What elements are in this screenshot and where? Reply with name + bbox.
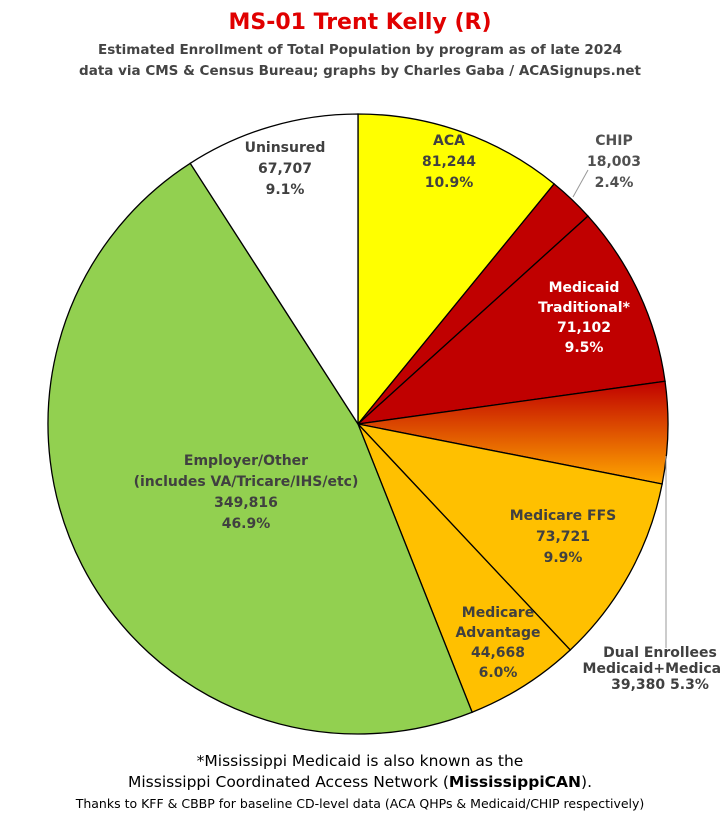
slice-label-4-value: 73,721	[536, 529, 590, 545]
pie-slice-4	[356, 422, 663, 651]
pie-slice-0	[357, 113, 556, 426]
footer-line-2-suffix: ).	[581, 773, 593, 791]
slice-label-2-lines-1: Traditional*	[538, 300, 631, 316]
slice-label-6-value: 349,816	[214, 495, 278, 511]
slice-label-6-lines-0: Employer/Other	[184, 453, 308, 469]
chart-title: MS-01 Trent Kelly (R)	[228, 10, 492, 35]
slice-label-1-percent: 2.4%	[595, 175, 634, 191]
slice-label-2-value: 71,102	[557, 320, 611, 336]
slice-label-6-lines-1: (includes VA/Tricare/IHS/etc)	[134, 474, 359, 490]
pie-slice-2	[355, 215, 666, 425]
slice-label-1-value: 18,003	[587, 154, 641, 170]
chart-subtitle-2: data via CMS & Census Bureau; graphs by …	[79, 63, 641, 79]
slice-label-4-percent: 9.9%	[544, 550, 583, 566]
slice-label-5-value: 44,668	[471, 645, 525, 661]
leader-line-0	[572, 169, 589, 198]
slice-label-1-lines-0: CHIP	[595, 133, 632, 149]
slice-label-5-lines-1: Advantage	[455, 625, 540, 641]
pie-slice-7	[189, 113, 359, 427]
slice-label-7-value: 67,707	[258, 161, 312, 177]
slice-label-3-lines-0: Dual Enrollees	[603, 645, 717, 661]
slice-label-7-percent: 9.1%	[266, 182, 305, 198]
slice-label-0-lines-0: ACA	[433, 133, 465, 149]
slice-label-6-percent: 46.9%	[222, 516, 271, 532]
footer-line-3: Thanks to KFF & CBBP for baseline CD-lev…	[75, 796, 645, 811]
chart-subtitle-1: Estimated Enrollment of Total Population…	[97, 42, 623, 58]
slice-label-3-vp: 39,380 5.3%	[611, 677, 709, 693]
slice-label-5-percent: 6.0%	[479, 665, 518, 681]
footer-line-2-prefix: Mississippi Coordinated Access Network (	[127, 773, 449, 791]
slice-label-7-lines-0: Uninsured	[245, 140, 326, 156]
pie-slice-6	[47, 162, 473, 735]
slice-label-2-lines-0: Medicaid	[549, 280, 620, 296]
slice-label-0-percent: 10.9%	[425, 175, 474, 191]
slice-label-5-lines-0: Medicare	[462, 605, 534, 621]
slice-label-0-value: 81,244	[422, 154, 476, 170]
footer-line-1: *Mississippi Medicaid is also known as t…	[196, 752, 524, 770]
footer-mississippican: MississippiCAN	[448, 773, 582, 791]
slice-label-4-lines-0: Medicare FFS	[510, 508, 616, 524]
slice-label-2-percent: 9.5%	[565, 340, 604, 356]
footer-line-2: Mississippi Coordinated Access Network (…	[0, 773, 720, 791]
slice-label-3-lines-1: Medicaid+Medicare	[583, 661, 720, 677]
